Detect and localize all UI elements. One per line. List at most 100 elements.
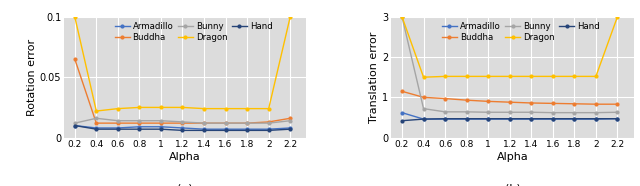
- Dragon: [592, 75, 600, 78]
- Buddha: [614, 103, 621, 105]
- Armadillo: [243, 128, 251, 130]
- Hand: [243, 129, 251, 132]
- Buddha: [506, 101, 513, 103]
- Hand: [398, 120, 406, 122]
- Armadillo: [420, 118, 428, 120]
- Hand: [179, 129, 186, 132]
- Armadillo: [92, 127, 100, 129]
- Hand: [420, 118, 428, 120]
- Bunny: [506, 111, 513, 113]
- Hand: [506, 118, 513, 120]
- Line: Armadillo: Armadillo: [73, 124, 292, 131]
- Hand: [221, 129, 229, 132]
- Dragon: [92, 110, 100, 112]
- Hand: [527, 118, 535, 120]
- Armadillo: [286, 127, 294, 129]
- Hand: [265, 129, 273, 132]
- Armadillo: [441, 118, 449, 120]
- Line: Dragon: Dragon: [73, 15, 292, 113]
- Bunny: [484, 111, 492, 113]
- Buddha: [136, 122, 143, 124]
- Buddha: [463, 99, 470, 101]
- Bunny: [265, 122, 273, 124]
- Dragon: [221, 108, 229, 110]
- Buddha: [221, 122, 229, 124]
- Y-axis label: Rotation error: Rotation error: [27, 39, 37, 116]
- Bunny: [200, 122, 208, 124]
- Dragon: [157, 106, 164, 108]
- Hand: [592, 118, 600, 120]
- Buddha: [114, 122, 122, 124]
- Bunny: [92, 117, 100, 119]
- Armadillo: [614, 118, 621, 120]
- Bunny: [157, 120, 164, 122]
- Armadillo: [398, 112, 406, 114]
- Buddha: [398, 90, 406, 92]
- Legend: Armadillo, Buddha, Bunny, Dragon, Hand: Armadillo, Buddha, Bunny, Dragon, Hand: [112, 20, 275, 45]
- Buddha: [441, 97, 449, 100]
- Dragon: [614, 16, 621, 18]
- Bunny: [243, 122, 251, 124]
- Hand: [614, 118, 621, 120]
- Armadillo: [221, 128, 229, 130]
- Buddha: [179, 122, 186, 124]
- Bunny: [179, 121, 186, 123]
- Bunny: [71, 122, 79, 124]
- Line: Armadillo: Armadillo: [400, 110, 620, 121]
- Legend: Armadillo, Buddha, Bunny, Dragon, Hand: Armadillo, Buddha, Bunny, Dragon, Hand: [439, 20, 602, 45]
- Bunny: [549, 112, 557, 114]
- Bunny: [221, 122, 229, 124]
- Bunny: [286, 120, 294, 122]
- Bunny: [592, 112, 600, 114]
- Armadillo: [136, 126, 143, 128]
- Dragon: [441, 75, 449, 78]
- Hand: [136, 128, 143, 130]
- Dragon: [286, 16, 294, 18]
- Line: Buddha: Buddha: [73, 57, 292, 125]
- Hand: [200, 129, 208, 132]
- Bunny: [463, 111, 470, 113]
- Hand: [92, 128, 100, 130]
- Dragon: [549, 75, 557, 78]
- Armadillo: [200, 128, 208, 130]
- X-axis label: Alpha: Alpha: [170, 152, 201, 162]
- Bunny: [420, 108, 428, 110]
- Dragon: [243, 108, 251, 110]
- Line: Dragon: Dragon: [400, 15, 620, 79]
- Buddha: [92, 122, 100, 124]
- Hand: [157, 128, 164, 130]
- Line: Hand: Hand: [73, 124, 292, 132]
- Armadillo: [549, 118, 557, 120]
- Bunny: [114, 120, 122, 122]
- Line: Hand: Hand: [400, 117, 620, 123]
- Buddha: [527, 102, 535, 104]
- Text: (b): (b): [504, 184, 520, 186]
- Hand: [114, 128, 122, 130]
- Hand: [71, 124, 79, 127]
- Armadillo: [179, 127, 186, 129]
- Buddha: [549, 102, 557, 105]
- Buddha: [200, 122, 208, 124]
- Armadillo: [463, 118, 470, 120]
- Dragon: [265, 108, 273, 110]
- Bunny: [570, 112, 578, 114]
- Armadillo: [484, 118, 492, 120]
- Hand: [441, 118, 449, 120]
- Bunny: [441, 111, 449, 113]
- Dragon: [200, 108, 208, 110]
- Dragon: [71, 16, 79, 18]
- Buddha: [570, 103, 578, 105]
- Dragon: [527, 75, 535, 78]
- Hand: [549, 118, 557, 120]
- X-axis label: Alpha: Alpha: [497, 152, 528, 162]
- Dragon: [114, 108, 122, 110]
- Buddha: [484, 100, 492, 102]
- Dragon: [136, 106, 143, 108]
- Bunny: [614, 111, 621, 113]
- Buddha: [420, 96, 428, 98]
- Bunny: [136, 120, 143, 122]
- Armadillo: [114, 127, 122, 129]
- Buddha: [243, 122, 251, 124]
- Dragon: [420, 76, 428, 78]
- Dragon: [463, 75, 470, 78]
